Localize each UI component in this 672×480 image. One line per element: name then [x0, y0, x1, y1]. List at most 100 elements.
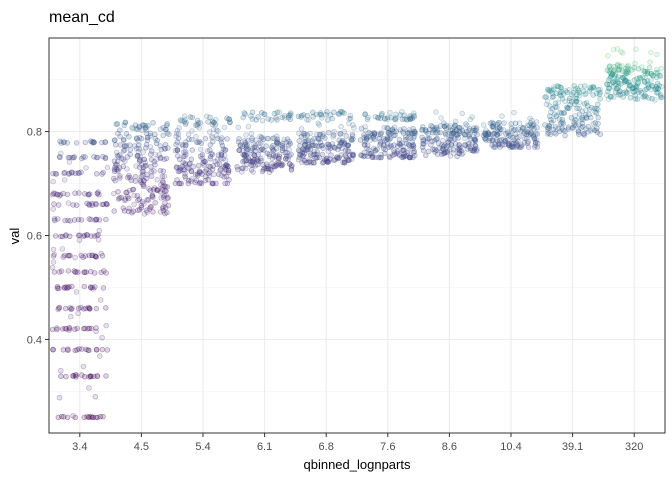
data-point: [362, 142, 368, 148]
data-point: [571, 119, 577, 126]
data-point: [385, 130, 391, 136]
data-point: [365, 142, 371, 148]
data-point: [313, 155, 319, 162]
data-point: [378, 112, 385, 118]
data-point: [86, 325, 93, 331]
data-point: [388, 144, 394, 150]
data-point: [188, 168, 195, 174]
data-point: [326, 130, 332, 136]
data-point: [409, 130, 415, 137]
data-point: [342, 148, 349, 154]
data-point: [392, 151, 398, 158]
data-point: [135, 126, 141, 132]
data-point: [69, 305, 75, 312]
data-point: [606, 64, 613, 70]
data-point: [306, 142, 312, 148]
data-point: [117, 133, 123, 140]
data-point: [586, 111, 592, 118]
data-point: [576, 92, 583, 99]
data-point: [551, 84, 557, 90]
data-point: [112, 137, 118, 143]
data-point: [207, 142, 214, 148]
data-point: [298, 126, 305, 132]
data-point: [176, 180, 182, 187]
data-point: [50, 206, 56, 212]
data-point: [588, 128, 594, 134]
data-point: [632, 92, 638, 99]
data-point: [482, 135, 488, 142]
data-point: [411, 150, 417, 156]
data-point: [51, 201, 57, 207]
data-point: [470, 148, 476, 154]
data-point: [134, 153, 140, 160]
data-point: [305, 117, 312, 123]
data-point: [441, 149, 448, 155]
data-point: [404, 116, 410, 123]
data-point: [88, 138, 94, 144]
data-point: [84, 232, 91, 238]
data-point: [520, 125, 526, 131]
data-point: [350, 133, 356, 139]
data-point: [226, 177, 232, 183]
data-point: [221, 174, 227, 180]
data-point: [454, 153, 460, 160]
data-point: [423, 139, 429, 145]
data-point: [594, 129, 600, 136]
data-point: [296, 157, 302, 163]
data-point: [441, 120, 447, 126]
data-point: [151, 168, 157, 174]
data-point: [384, 116, 390, 122]
data-point: [625, 62, 631, 69]
data-point: [254, 158, 260, 164]
data-point: [655, 86, 661, 92]
data-point: [122, 119, 129, 126]
data-point: [87, 284, 94, 290]
data-point: [86, 385, 92, 391]
data-point: [279, 143, 286, 149]
data-point: [161, 156, 168, 163]
data-point: [152, 200, 158, 206]
data-point: [559, 119, 566, 125]
data-point: [410, 145, 416, 152]
data-point: [242, 111, 248, 117]
data-point: [181, 149, 187, 155]
data-point: [127, 142, 133, 148]
data-point: [114, 152, 121, 159]
data-point: [324, 158, 330, 164]
data-point: [93, 171, 100, 177]
data-point: [102, 139, 109, 145]
data-point: [61, 177, 68, 183]
data-point: [544, 98, 551, 104]
data-point: [509, 143, 515, 149]
data-point: [338, 131, 344, 137]
data-point: [94, 373, 101, 379]
data-point: [409, 139, 415, 145]
data-point: [312, 142, 318, 149]
data-point: [90, 286, 96, 292]
data-point: [57, 233, 64, 240]
data-point: [61, 252, 68, 259]
data-point: [141, 183, 147, 190]
data-point: [316, 154, 322, 161]
data-point: [78, 169, 84, 175]
data-point: [60, 414, 67, 420]
data-point: [199, 171, 205, 177]
data-point: [576, 122, 582, 128]
data-point: [248, 131, 255, 137]
data-point: [259, 117, 266, 124]
data-point: [273, 161, 280, 167]
data-point: [608, 93, 614, 100]
data-point: [386, 136, 392, 143]
data-point: [378, 130, 385, 136]
data-point: [624, 78, 630, 84]
data-point: [163, 155, 170, 162]
data-point: [620, 75, 627, 81]
data-point: [118, 195, 124, 201]
data-point: [145, 122, 151, 129]
data-point: [302, 142, 308, 148]
data-point: [361, 134, 367, 141]
data-point: [154, 177, 160, 183]
data-point: [139, 127, 145, 133]
data-point: [440, 137, 446, 144]
data-point: [527, 120, 534, 126]
